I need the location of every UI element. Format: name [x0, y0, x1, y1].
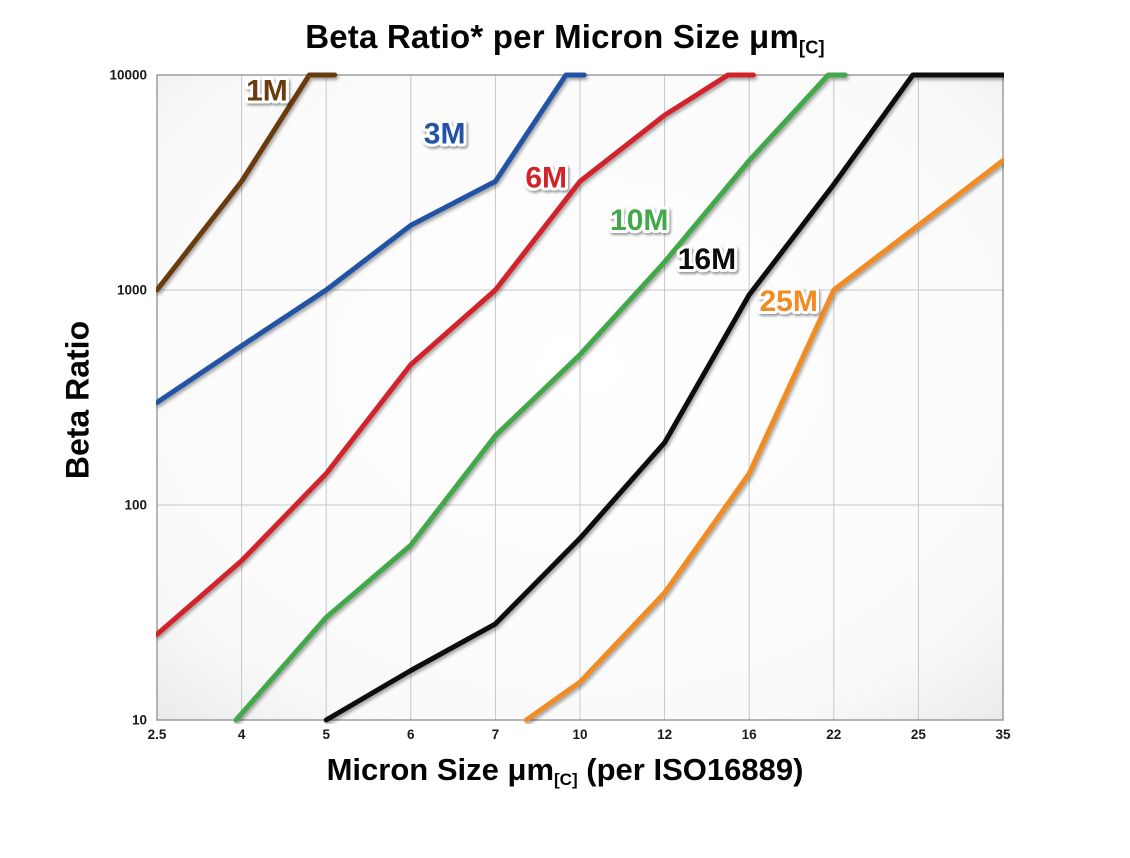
x-tick-label-22: 22 — [826, 727, 841, 742]
x-tick-label-6: 6 — [407, 727, 415, 742]
x-tick-label-12: 12 — [657, 727, 672, 742]
series-line-10M — [233, 72, 848, 723]
x-axis-title-subscript: [C] — [554, 770, 578, 790]
x-tick-label-16: 16 — [742, 727, 758, 742]
chart-title-text: Beta Ratio* per Micron Size μm — [305, 18, 799, 55]
y-tick-label-10: 10 — [132, 713, 147, 728]
x-tick-label-4: 4 — [238, 727, 246, 742]
y-tick-label-10000: 10000 — [109, 68, 147, 83]
x-axis-title: Micron Size μm[C] (per ISO16889) — [0, 752, 1130, 790]
series-line-6M — [156, 72, 756, 637]
x-tick-label-25: 25 — [911, 727, 927, 742]
series-label-3M: 3M — [424, 118, 466, 151]
chart-title-subscript: [C] — [799, 37, 825, 58]
x-tick-label-7: 7 — [492, 727, 500, 742]
series-line-25M — [523, 158, 1004, 723]
chart-title: Beta Ratio* per Micron Size μm[C] — [0, 18, 1130, 58]
x-axis-title-suffix: (per ISO16889) — [577, 752, 804, 787]
series-line-1M — [156, 72, 338, 293]
series-line-3M — [156, 72, 587, 405]
y-tick-label-1000: 1000 — [117, 283, 147, 298]
series-group — [156, 72, 1004, 723]
x-axis-title-text: Micron Size μm — [326, 752, 555, 787]
series-line-16M — [323, 72, 1004, 723]
x-tick-label-10: 10 — [572, 727, 587, 742]
series-label-1M: 1M — [246, 75, 288, 108]
series-label-16M: 16M — [678, 243, 736, 276]
series-label-6M: 6M — [525, 161, 567, 194]
series-label-25M: 25M — [760, 285, 818, 318]
x-tick-label-35: 35 — [995, 727, 1011, 742]
series-label-10M: 10M — [610, 204, 668, 237]
x-tick-label-5: 5 — [322, 727, 330, 742]
y-tick-label-100: 100 — [124, 498, 147, 513]
x-tick-label-2.5: 2.5 — [148, 727, 167, 742]
